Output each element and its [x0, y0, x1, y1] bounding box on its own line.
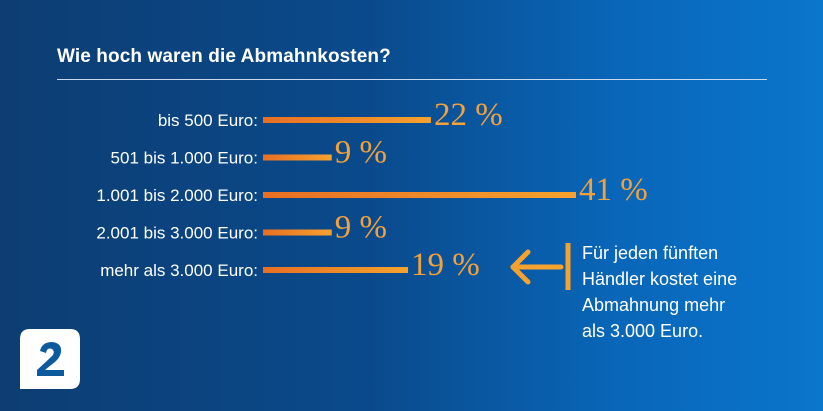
bar — [263, 154, 332, 161]
category-label: 501 bis 1.000 Euro: — [111, 149, 258, 168]
value-label: 41 % — [579, 172, 648, 208]
value-label: 9 % — [335, 210, 387, 246]
brand-logo-icon — [18, 327, 82, 391]
category-label: mehr als 3.000 Euro: — [100, 261, 258, 280]
value-label: 19 % — [411, 247, 480, 283]
bar — [263, 267, 409, 273]
bar — [263, 192, 576, 198]
value-label: 22 % — [434, 97, 503, 133]
annotation-text: Für jeden fünften Händler kostet eine Ab… — [582, 243, 738, 341]
chart-title: Wie hoch waren die Abmahnkosten? — [57, 46, 391, 67]
arrow-left-icon — [510, 249, 564, 285]
category-label: bis 500 Euro: — [158, 111, 258, 130]
bar — [263, 117, 431, 123]
title-divider — [57, 79, 767, 80]
bar — [263, 229, 332, 236]
category-label: 1.001 bis 2.000 Euro: — [96, 186, 258, 205]
category-label: 2.001 bis 3.000 Euro: — [96, 224, 258, 243]
value-label: 9 % — [335, 135, 387, 171]
bars-layer: bis 500 Euro: 22 % 501 bis 1.000 Euro: 9 % 1… — [96, 97, 647, 283]
